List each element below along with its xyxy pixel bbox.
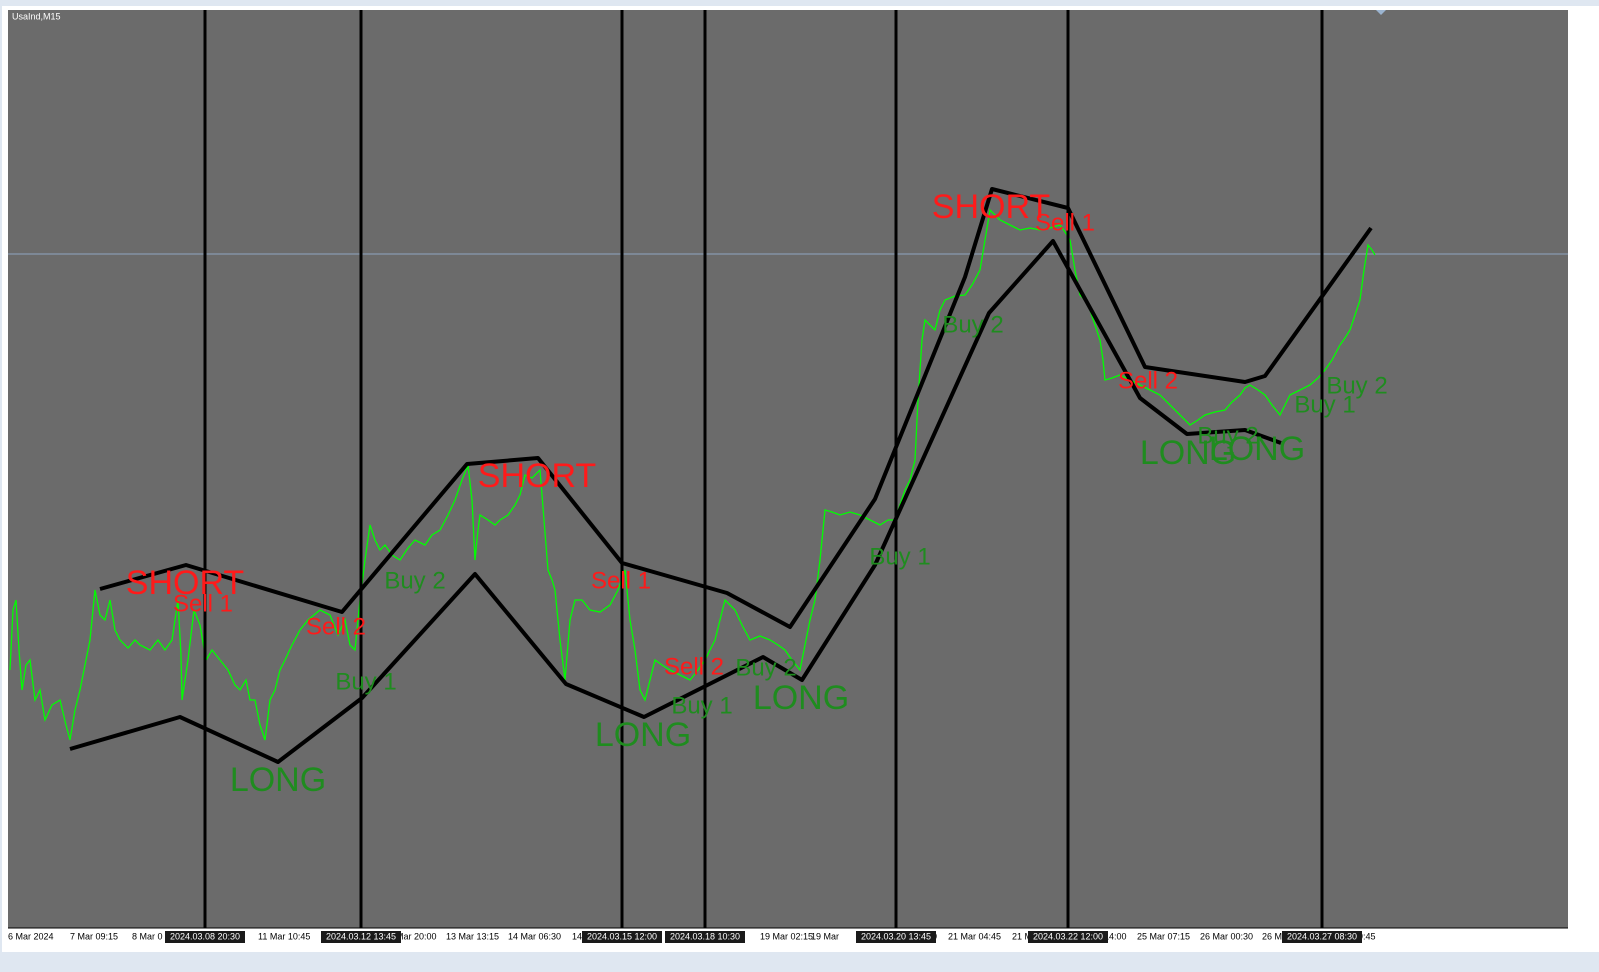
vertical-line-label-bg xyxy=(165,931,245,943)
signal-label: Sell 1 xyxy=(173,590,233,617)
signal-label: Sell 1 xyxy=(591,567,651,594)
time-label: 25 Mar 07:15 xyxy=(1137,931,1190,941)
signal-label: Buy 1 xyxy=(671,692,732,719)
signal-label: LONG xyxy=(230,761,326,799)
time-label: 14 xyxy=(572,931,582,941)
time-label: 8 Mar 0 xyxy=(132,931,163,941)
vertical-line-label-bg xyxy=(1028,931,1108,943)
vertical-line-label-bg xyxy=(1282,931,1362,943)
vertical-line-label: 2024.03.12 13:45 xyxy=(326,931,396,941)
signal-label: Sell 2 xyxy=(664,653,724,680)
signal-label: Sell 2 xyxy=(306,613,366,640)
shift-marker xyxy=(1376,10,1386,15)
lower-channel-line xyxy=(69,239,1282,764)
signal-label: SHORT xyxy=(932,188,1050,226)
time-label: 6 Mar 2024 xyxy=(8,931,54,941)
signal-label: Buy 2 xyxy=(384,567,445,594)
signal-label: Buy 1 xyxy=(1294,391,1355,418)
vertical-line-label-bg xyxy=(856,931,936,943)
vertical-line-label: 2024.03.20 13:45 xyxy=(861,931,931,941)
price-line xyxy=(9,208,1376,741)
signal-label: LONG xyxy=(1140,434,1236,472)
signal-label: LONG xyxy=(595,716,691,754)
signal-label: LONG xyxy=(753,679,849,717)
signal-label: LONG xyxy=(1209,430,1305,468)
window-title: UsaInd,M15 xyxy=(12,11,61,21)
vertical-line-label: 2024.03.08 20:30 xyxy=(170,931,240,941)
time-label: 14 Mar 06:30 xyxy=(508,931,561,941)
time-label: 13 Mar 13:15 xyxy=(446,931,499,941)
vertical-line-label-bg xyxy=(582,931,662,943)
overlay: 6 Mar 2024 7 Mar 09:15 8 Mar 0 11 Mar 10:45… xyxy=(8,10,1388,943)
signal-label: Buy 2 xyxy=(1197,422,1258,449)
signal-label: Buy 2 xyxy=(942,311,1003,338)
signal-label: SHORT xyxy=(126,564,244,602)
vertical-line-label: 2024.03.18 10:30 xyxy=(670,931,740,941)
time-label: 7 Mar 09:15 xyxy=(70,931,118,941)
signal-label: Buy 2 xyxy=(735,654,796,681)
signal-label: Buy 1 xyxy=(335,668,396,695)
time-label: 9:45 xyxy=(1358,931,1376,941)
time-label: 21 Mar 04:45 xyxy=(948,931,1001,941)
time-label: 26 Mar 00:30 xyxy=(1200,931,1253,941)
time-label: 19 Mar 02:15 xyxy=(760,931,813,941)
time-label: 14:00 xyxy=(1104,931,1127,941)
time-label: Mar 20:00 xyxy=(396,931,437,941)
vertical-line-label: 2024.03.22 12:00 xyxy=(1033,931,1103,941)
signal-label: Buy 1 xyxy=(869,543,930,570)
vertical-line-label-bg xyxy=(321,931,401,943)
signal-label: Sell 1 xyxy=(1035,209,1095,236)
vertical-line-label-bg xyxy=(665,931,745,943)
time-label: 11 Mar 10:45 xyxy=(258,931,310,941)
upper-channel-line xyxy=(99,187,1373,629)
signal-label: Sell 2 xyxy=(1118,367,1178,394)
vertical-line-label: 2024.03.15 12:00 xyxy=(587,931,657,941)
time-label: 19 Mar xyxy=(811,931,839,941)
time-label: 26 M xyxy=(1262,931,1282,941)
signal-label: SHORT xyxy=(478,457,596,495)
signal-label: Buy 2 xyxy=(1326,372,1387,399)
time-label: 21 M xyxy=(1012,931,1032,941)
plot-area xyxy=(8,10,1568,928)
vertical-line-label: 2024.03.27 08:30 xyxy=(1287,931,1357,941)
